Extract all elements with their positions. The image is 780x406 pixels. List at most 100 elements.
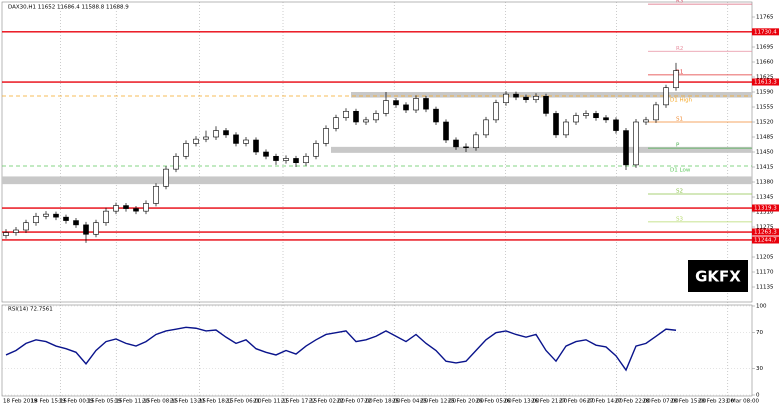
candle-body bbox=[533, 95, 539, 101]
x-tick-label: 19 Feb 05:15 bbox=[86, 399, 123, 405]
y-tick-label: 11205 bbox=[756, 255, 774, 261]
candle-body bbox=[293, 158, 299, 164]
x-tick-label: 27 Feb 22:00 bbox=[615, 399, 652, 405]
candle-body bbox=[273, 155, 279, 161]
x-tick-label: 19 Feb 11:15 bbox=[114, 399, 151, 405]
x-tick-label: 1 Mar 08:00 bbox=[726, 399, 760, 405]
candle-body bbox=[263, 151, 269, 157]
candle-body bbox=[63, 216, 69, 221]
sr-price-label: 11730.4 bbox=[754, 29, 777, 35]
y-tick-label: 70 bbox=[756, 330, 763, 336]
x-tick-label: 20 Feb 13:15 bbox=[170, 399, 207, 405]
candle-body bbox=[153, 185, 159, 204]
x-tick-label: 28 Feb 07:00 bbox=[642, 399, 679, 405]
y-tick-label: 11450 bbox=[756, 150, 774, 156]
candle-body bbox=[73, 220, 79, 226]
x-tick-label: 18 Feb 15:15 bbox=[31, 399, 68, 405]
y-tick-label: 11275 bbox=[756, 225, 774, 231]
candle-body bbox=[3, 232, 9, 236]
candle-body bbox=[183, 143, 189, 157]
candle-body bbox=[513, 93, 519, 98]
candle-body bbox=[613, 119, 619, 131]
candle-body bbox=[393, 100, 399, 106]
x-tick-label: 25 Feb 20:00 bbox=[448, 399, 485, 405]
candle-body bbox=[463, 146, 469, 149]
logo-box bbox=[688, 260, 748, 292]
candle-body bbox=[13, 229, 19, 233]
y-tick-label: 11380 bbox=[756, 180, 774, 186]
candle-body bbox=[223, 130, 229, 136]
candle-body bbox=[543, 95, 549, 114]
candle-body bbox=[453, 139, 459, 148]
x-tick-label: 22 Feb 18:00 bbox=[364, 399, 401, 405]
candle-body bbox=[143, 203, 149, 212]
y-tick-label: 11695 bbox=[756, 45, 774, 51]
candle-body bbox=[593, 113, 599, 119]
candle-body bbox=[603, 117, 609, 121]
candle-body bbox=[643, 119, 649, 123]
y-tick-label: 11135 bbox=[756, 285, 774, 291]
candle-body bbox=[573, 115, 579, 123]
candle-body bbox=[423, 98, 429, 110]
x-tick-label: 27 Feb 14:00 bbox=[587, 399, 624, 405]
x-tick-label: 22 Feb 02:00 bbox=[309, 399, 346, 405]
pivot-label: P bbox=[676, 143, 680, 149]
candle-body bbox=[373, 113, 379, 121]
rsi-title: RSI(14) 72.7561 bbox=[8, 307, 53, 313]
logo: GKFX bbox=[695, 268, 741, 286]
candle-body bbox=[493, 102, 499, 121]
candle-body bbox=[363, 119, 369, 123]
x-tick-label: 21 Feb 11:15 bbox=[253, 399, 290, 405]
y-tick-label: 11625 bbox=[756, 75, 774, 81]
x-tick-label: 28 Feb 15:00 bbox=[670, 399, 707, 405]
candle-body bbox=[203, 136, 209, 140]
sr-price-label: 11613.3 bbox=[754, 80, 777, 86]
pivot-label: S3 bbox=[676, 216, 683, 222]
sr-price-box bbox=[752, 236, 779, 244]
candle-body bbox=[353, 110, 359, 123]
candle-body bbox=[253, 139, 259, 153]
candle-body bbox=[403, 104, 409, 111]
pivot-label: R2 bbox=[676, 46, 683, 52]
y-tick-label: 11555 bbox=[756, 105, 774, 111]
x-tick-label: 25 Feb 04:00 bbox=[392, 399, 429, 405]
candle-body bbox=[583, 113, 589, 116]
candle-body bbox=[33, 215, 39, 224]
candle-body bbox=[243, 139, 249, 144]
rsi-line bbox=[5, 326, 677, 372]
candle-body bbox=[663, 87, 669, 106]
candle-body bbox=[313, 143, 319, 157]
x-tick-label: 20 Feb 08:15 bbox=[142, 399, 179, 405]
y-tick-label: 11415 bbox=[756, 165, 774, 171]
candle-body bbox=[123, 205, 129, 209]
candle-body bbox=[523, 96, 529, 101]
pivot-label: R1 bbox=[676, 69, 683, 75]
candle-body bbox=[233, 134, 239, 144]
zone bbox=[331, 146, 752, 153]
y-tick-label: 0 bbox=[756, 393, 760, 399]
candle-body bbox=[343, 110, 349, 119]
candle-body bbox=[433, 108, 439, 123]
y-tick-label: 11345 bbox=[756, 195, 774, 201]
x-tick-label: 27 Feb 06:00 bbox=[559, 399, 596, 405]
candle-body bbox=[303, 155, 309, 164]
candle-body bbox=[333, 117, 339, 129]
candle-body bbox=[113, 205, 119, 212]
candle-body bbox=[563, 121, 569, 136]
x-tick-label: 22 Feb 07:00 bbox=[337, 399, 374, 405]
candle-body bbox=[623, 130, 629, 166]
sr-price-box bbox=[752, 78, 779, 86]
candle-body bbox=[133, 208, 139, 212]
candle-body bbox=[443, 121, 449, 141]
y-tick-label: 30 bbox=[756, 366, 763, 372]
x-tick-label: 20 Feb 18:15 bbox=[198, 399, 235, 405]
y-tick-label: 11660 bbox=[756, 60, 774, 66]
pivot-label: R3 bbox=[676, 0, 684, 5]
y-tick-label: 11485 bbox=[756, 135, 774, 141]
x-tick-label: 19 Feb 00:15 bbox=[59, 399, 96, 405]
x-tick-label: 21 Feb 17:15 bbox=[281, 399, 318, 405]
candle-body bbox=[673, 70, 679, 89]
daily-level-label: D1 Low bbox=[670, 168, 691, 174]
y-tick-label: 11765 bbox=[756, 15, 774, 21]
